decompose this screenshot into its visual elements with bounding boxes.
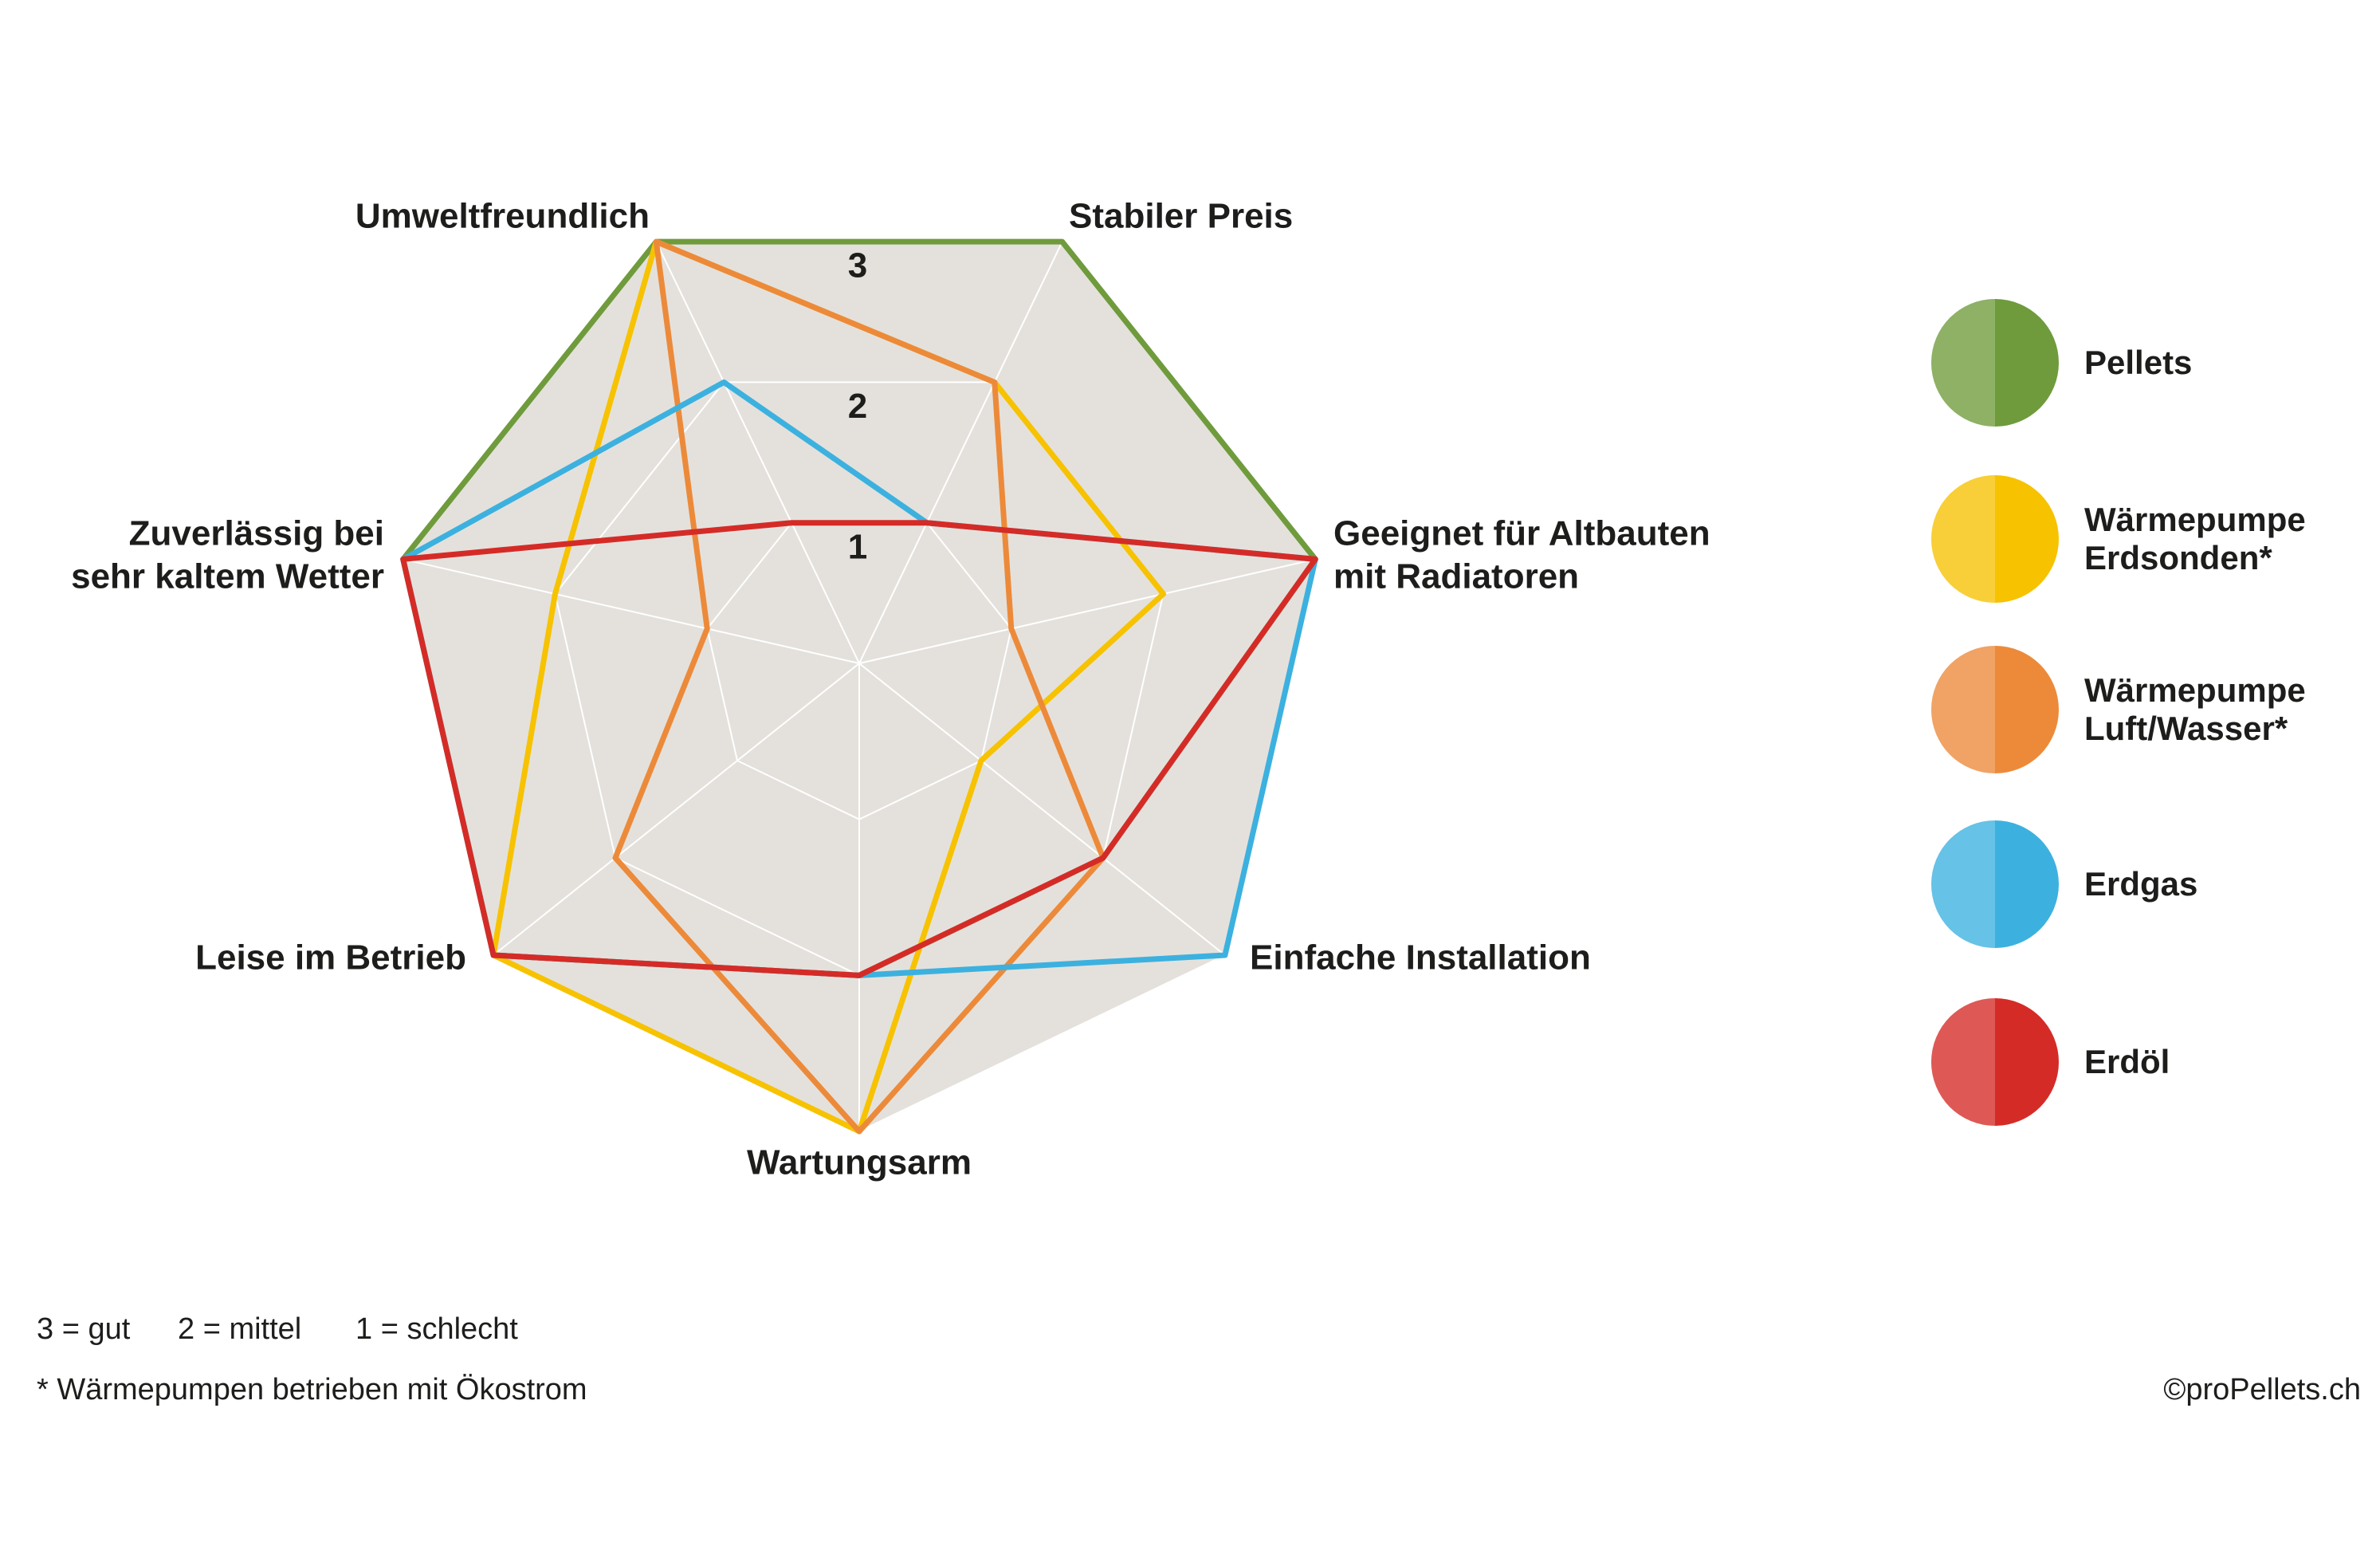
footnote: * Wärmepumpen betrieben mit Ökostrom	[37, 1373, 587, 1406]
axis-label: mit Radiatoren	[1333, 557, 1579, 596]
axis-label: Stabiler Preis	[1069, 197, 1293, 236]
grid-spoke	[403, 558, 860, 664]
r-tick-label: 1	[848, 527, 867, 566]
grid-spoke	[858, 241, 1063, 664]
r-tick-label: 2	[848, 387, 867, 426]
grid-spoke	[655, 241, 860, 664]
axis-label: Leise im Betrieb	[195, 938, 466, 978]
note: 1 = schlecht	[355, 1312, 518, 1346]
legend-swatch	[1931, 998, 2059, 1126]
legend-label: Erdöl	[2084, 1043, 2170, 1080]
grid-spoke	[493, 663, 860, 956]
axis-label: Einfache Installation	[1250, 938, 1591, 978]
legend-swatch-shade	[1931, 299, 1995, 427]
legend-swatch-shade	[1931, 820, 1995, 948]
legend-swatch	[1931, 299, 2059, 427]
grid-spoke	[858, 558, 1316, 664]
note: 3 = gut	[37, 1312, 131, 1346]
axis-label: Wartungsarm	[747, 1143, 972, 1182]
r-tick-label: 3	[848, 246, 867, 285]
axis-label: Umweltfreundlich	[355, 197, 650, 236]
legend-swatch-shade	[1931, 475, 1995, 603]
grid-spoke	[858, 663, 1226, 956]
series-line	[400, 520, 1318, 978]
legend-swatch	[1931, 646, 2059, 773]
note: 2 = mittel	[178, 1312, 301, 1346]
legend-label: Erdgas	[2084, 865, 2198, 903]
legend-swatch-shade	[1931, 646, 1995, 773]
axis-label: sehr kaltem Wetter	[71, 557, 384, 596]
legend-label: Wärmepumpe Erdsonden*	[2084, 501, 2306, 576]
credit: ©proPellets.ch	[2163, 1373, 2361, 1406]
legend-swatch	[1931, 820, 2059, 948]
axis-label: Geeignet für Altbauten	[1333, 514, 1710, 553]
grid-ring	[706, 521, 1012, 820]
legend-label: Wärmepumpe Luft/Wasser*	[2084, 671, 2306, 747]
legend-swatch-shade	[1931, 998, 1995, 1126]
series-line	[612, 238, 1106, 1135]
legend-swatch	[1931, 475, 2059, 603]
axis-label: Zuverlässig bei	[129, 514, 384, 553]
legend-label: Pellets	[2084, 344, 2193, 381]
